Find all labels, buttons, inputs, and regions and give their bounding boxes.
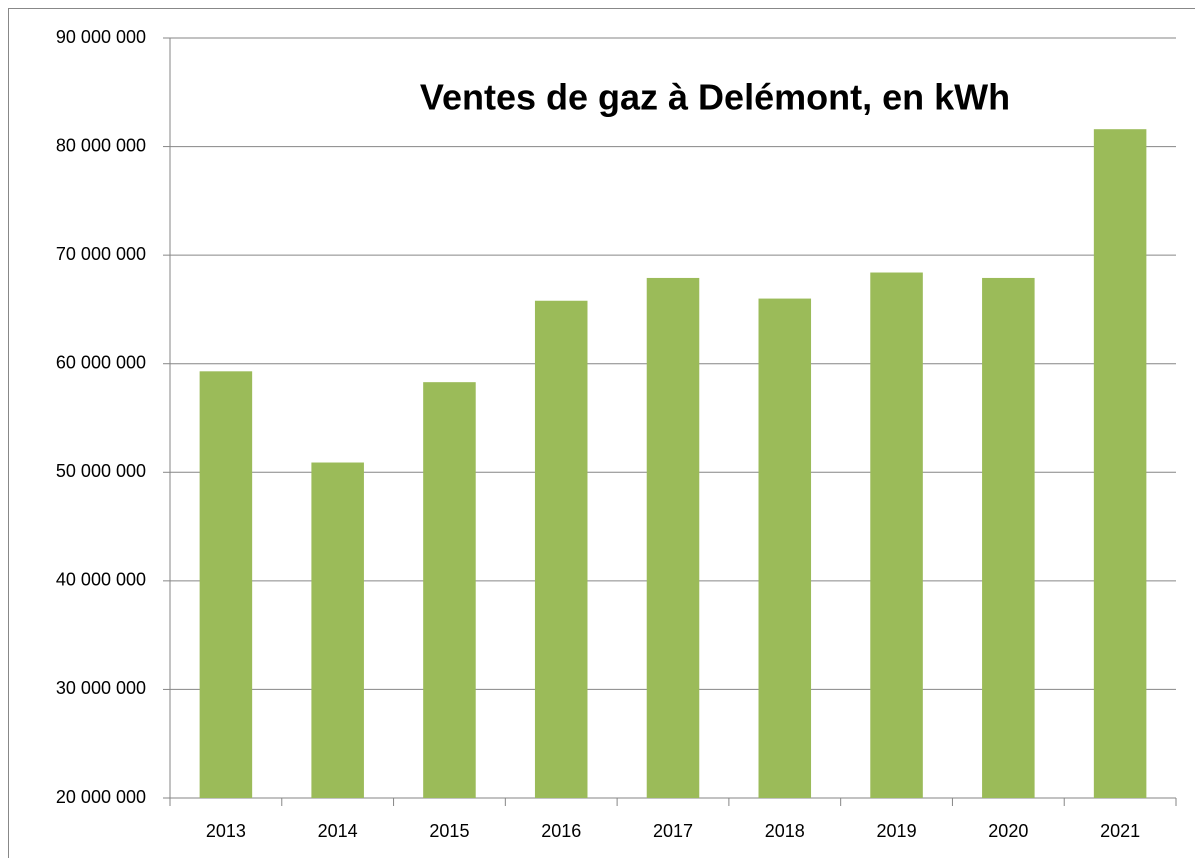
y-tick-label: 20 000 000: [56, 787, 146, 807]
bar: [982, 277, 1035, 798]
bar: [1093, 129, 1147, 798]
x-tick-label: 2019: [877, 821, 917, 841]
bar: [199, 371, 253, 798]
y-tick-label: 50 000 000: [56, 461, 146, 481]
bar: [311, 462, 364, 798]
x-tick-label: 2017: [653, 821, 693, 841]
bar: [646, 277, 700, 798]
chart-title: Ventes de gaz à Delémont, en kWh: [420, 77, 1010, 118]
y-tick-label: 80 000 000: [56, 135, 146, 155]
bars: [199, 129, 1147, 798]
x-tick-label: 2021: [1100, 821, 1140, 841]
bar: [534, 300, 588, 798]
bar: [423, 382, 476, 798]
y-tick-label: 40 000 000: [56, 570, 146, 590]
x-tick-label: 2016: [541, 821, 581, 841]
x-tick-label: 2018: [765, 821, 805, 841]
chart-frame: [8, 8, 1195, 858]
x-tick-label: 2020: [988, 821, 1028, 841]
bar: [758, 298, 812, 798]
y-tick-label: 70 000 000: [56, 244, 146, 264]
x-tick-label: 2015: [429, 821, 469, 841]
bar: [870, 272, 923, 798]
x-tick-label: 2014: [318, 821, 358, 841]
x-tick-label: 2013: [206, 821, 246, 841]
y-tick-label: 60 000 000: [56, 352, 146, 372]
y-tick-label: 90 000 000: [56, 27, 146, 47]
y-tick-label: 30 000 000: [56, 678, 146, 698]
